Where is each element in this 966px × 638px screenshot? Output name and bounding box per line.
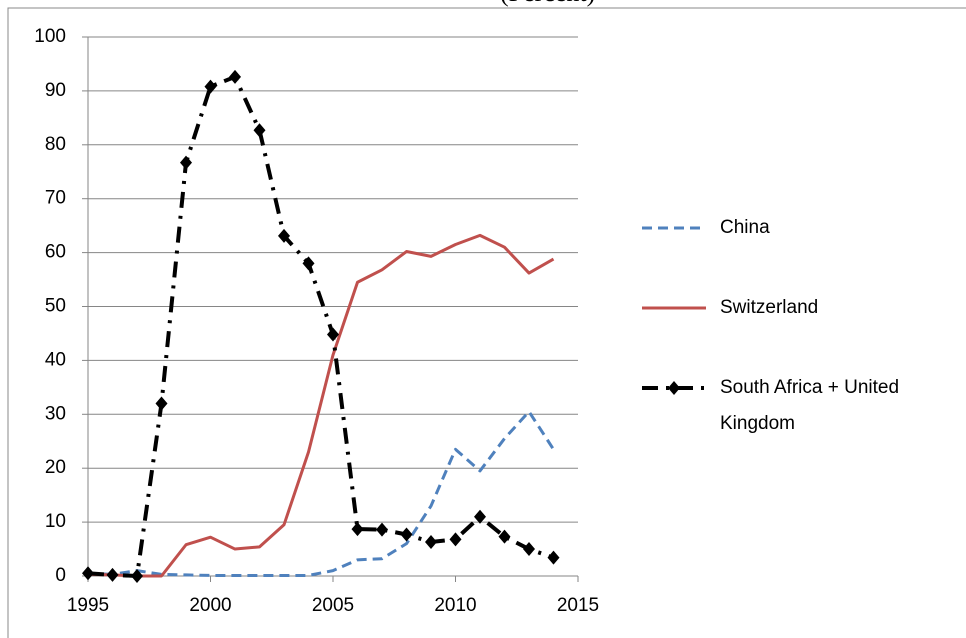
legend-label: Switzerland — [720, 297, 819, 318]
legend-marker — [668, 381, 680, 395]
y-tick-label: 10 — [45, 511, 66, 532]
x-tick-label: 2015 — [557, 595, 599, 616]
marker — [498, 529, 511, 544]
y-tick-label: 30 — [45, 403, 66, 424]
chart-border — [7, 7, 966, 638]
marker — [523, 542, 535, 557]
legend-label: South Africa + United Kingdom — [720, 377, 900, 434]
series-line — [87, 74, 555, 578]
marker — [302, 256, 315, 271]
x-tick-label: 2005 — [312, 595, 354, 616]
marker — [400, 527, 413, 542]
marker — [155, 396, 168, 411]
marker — [278, 228, 290, 243]
y-tick-label: 60 — [45, 242, 66, 263]
y-tick-label: 100 — [34, 26, 66, 47]
marker — [327, 327, 339, 342]
y-tick-label: 90 — [45, 80, 66, 101]
series-line — [87, 410, 555, 577]
marker — [204, 79, 217, 94]
x-tick-label: 2000 — [189, 595, 231, 616]
marker — [82, 566, 94, 581]
legend-label: China — [720, 217, 770, 238]
marker — [376, 522, 388, 537]
x-tick-label: 2010 — [434, 595, 476, 616]
x-tick-label: 1995 — [67, 595, 109, 616]
marker — [180, 155, 192, 170]
marker — [425, 535, 437, 550]
marker — [229, 69, 241, 84]
y-tick-label: 20 — [45, 457, 66, 478]
marker — [474, 509, 486, 524]
marker — [131, 569, 143, 583]
chart-title: (Percent) — [500, 0, 595, 8]
y-tick-label: 0 — [55, 565, 66, 586]
y-tick-label: 80 — [45, 134, 66, 155]
y-tick-label: 70 — [45, 188, 66, 209]
marker — [106, 567, 119, 582]
marker — [253, 123, 266, 138]
marker — [547, 550, 560, 565]
y-tick-label: 40 — [45, 349, 66, 370]
marker — [351, 522, 364, 537]
series-line — [87, 233, 555, 578]
y-tick-label: 50 — [45, 296, 66, 317]
marker — [449, 532, 462, 547]
